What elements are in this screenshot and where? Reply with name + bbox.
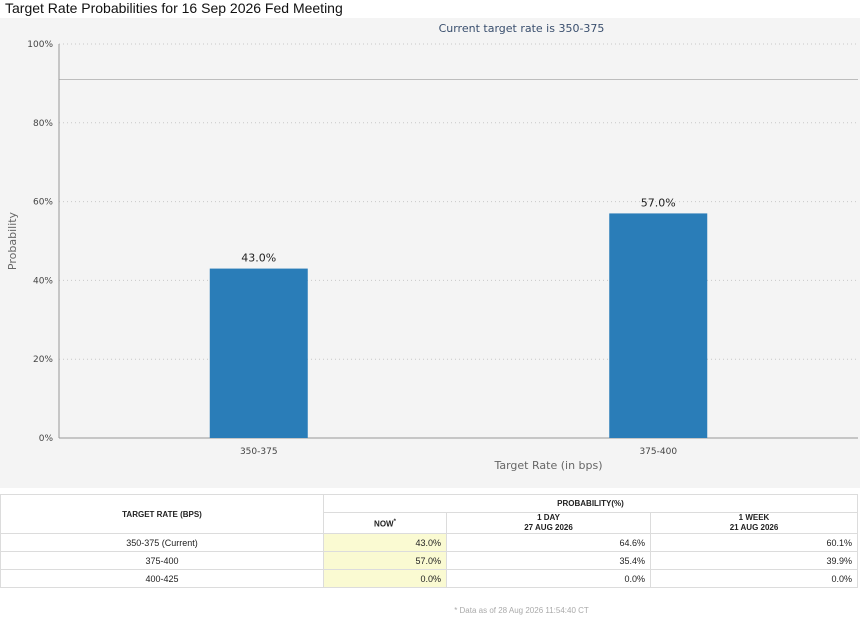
bar-data-label: 43.0% [241, 252, 276, 265]
y-tick-label: 20% [33, 355, 53, 365]
x-axis-title: Target Rate (in bps) [493, 459, 602, 472]
now-cell: 43.0% [323, 533, 447, 552]
y-tick-label: 60% [33, 198, 53, 208]
col-header-now: NOW* [323, 512, 447, 534]
one-day-label: 1 DAY [537, 513, 560, 522]
probability-bar-chart: Current target rate is 350-375 0% 20% 40% 60… [6, 22, 858, 472]
now-cell: 0.0% [323, 569, 447, 588]
one-day-cell: 64.6% [446, 533, 651, 552]
bar-375-400 [609, 213, 708, 438]
now-cell: 57.0% [323, 551, 447, 570]
y-tick-label: 40% [33, 276, 53, 286]
one-week-cell: 0.0% [650, 569, 858, 588]
y-tick-label: 100% [27, 40, 53, 50]
x-tick-label: 350-375 [240, 447, 278, 457]
col-header-1day: 1 DAY 27 AUG 2026 [446, 512, 651, 534]
rate-cell: 350-375 (Current) [0, 533, 324, 552]
table-row: 350-375 (Current) 43.0% 64.6% 60.1% [0, 533, 858, 552]
probability-table: TARGET RATE (BPS) PROBABILITY(%) NOW* 1 … [0, 494, 858, 588]
one-week-date: 21 AUG 2026 [729, 523, 779, 532]
one-day-cell: 0.0% [446, 569, 651, 588]
x-tick-label: 375-400 [639, 447, 677, 457]
table-row: 400-425 0.0% 0.0% 0.0% [0, 569, 858, 588]
page-title: Target Rate Probabilities for 16 Sep 202… [5, 0, 343, 16]
now-label: NOW [374, 519, 394, 529]
table-row: 375-400 57.0% 35.4% 39.9% [0, 551, 858, 570]
one-week-label: 1 WEEK [738, 513, 770, 522]
bar-350-375 [209, 268, 308, 438]
col-header-target-rate: TARGET RATE (BPS) [0, 494, 324, 534]
chart-area: Current target rate is 350-375 0% 20% 40% 60… [0, 18, 860, 488]
one-week-cell: 39.9% [650, 551, 858, 570]
bar-data-label: 57.0% [641, 196, 676, 209]
y-tick-label: 0% [39, 434, 54, 444]
col-header-1week: 1 WEEK 21 AUG 2026 [650, 512, 858, 534]
now-footnote-mark: * [393, 518, 396, 525]
y-axis-title: Probability [6, 211, 19, 270]
data-timestamp-footnote: * Data as of 28 Aug 2026 11:54:40 CT [454, 606, 589, 615]
rate-cell: 375-400 [0, 551, 324, 570]
one-day-date: 27 AUG 2026 [524, 523, 573, 532]
y-tick-label: 80% [33, 119, 53, 129]
rate-cell: 400-425 [0, 569, 324, 588]
one-day-cell: 35.4% [446, 551, 651, 570]
col-header-probability: PROBABILITY(%) [323, 494, 858, 513]
one-week-cell: 60.1% [650, 533, 858, 552]
chart-subtitle: Current target rate is 350-375 [439, 22, 605, 35]
